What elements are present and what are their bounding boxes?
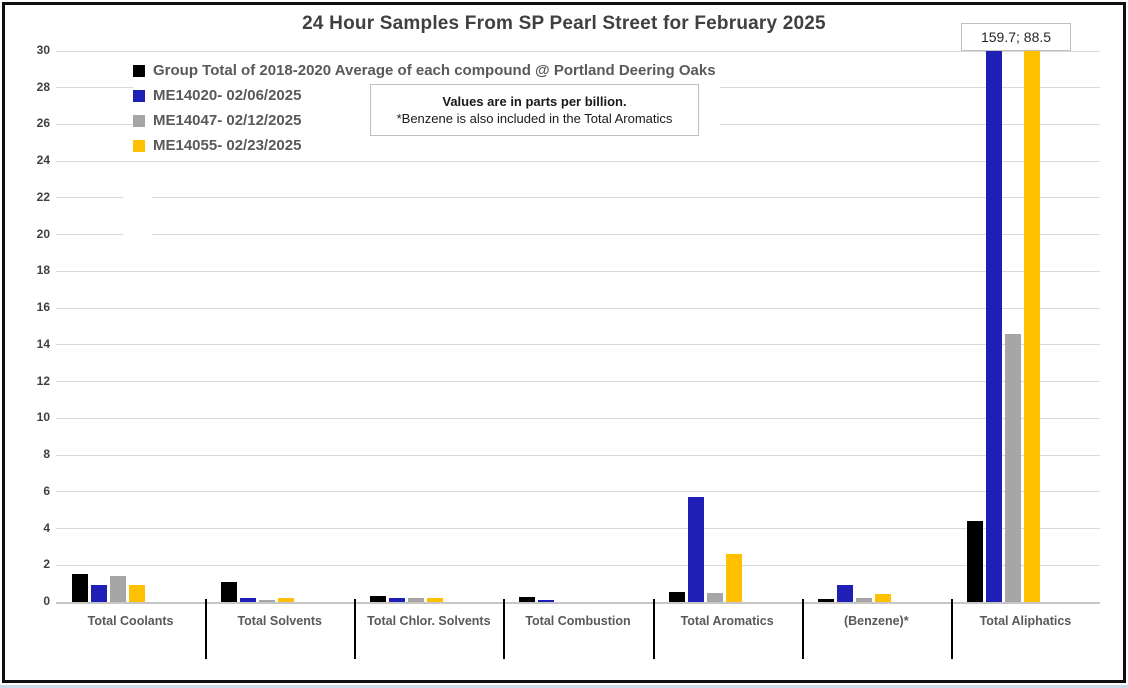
y-axis-tick-label: 20 bbox=[36, 226, 50, 241]
category-label: Total Chlor. Solvents bbox=[367, 614, 491, 628]
category-divider bbox=[354, 599, 357, 659]
y-axis-tick-label: 30 bbox=[36, 43, 50, 57]
bar bbox=[706, 592, 723, 602]
bar bbox=[725, 554, 742, 602]
legend-swatch bbox=[133, 89, 145, 102]
y-axis-tick-label: 28 bbox=[36, 79, 50, 94]
bar bbox=[538, 600, 555, 602]
bar bbox=[278, 598, 295, 602]
y-axis-tick-label: 8 bbox=[43, 447, 50, 462]
gridline bbox=[56, 234, 1100, 236]
gridline bbox=[56, 307, 1100, 309]
bar bbox=[985, 49, 1002, 602]
category-divider bbox=[801, 599, 804, 659]
bar bbox=[519, 597, 536, 602]
gridline bbox=[56, 454, 1100, 456]
bar bbox=[687, 497, 704, 602]
bar bbox=[389, 598, 406, 602]
category-divider bbox=[652, 599, 655, 659]
bar bbox=[836, 585, 853, 602]
category-label: Total Solvents bbox=[237, 614, 322, 628]
gridline bbox=[56, 50, 1100, 52]
legend-swatch bbox=[133, 64, 145, 77]
y-axis-tick-label: 24 bbox=[36, 153, 50, 168]
y-axis-tick-label: 18 bbox=[36, 263, 50, 278]
legend-swatch bbox=[133, 114, 145, 127]
y-axis-tick-label: 0 bbox=[43, 594, 50, 608]
category-label: Total Coolants bbox=[87, 614, 174, 628]
window-bottom-edge bbox=[0, 685, 1128, 688]
bar bbox=[240, 598, 257, 602]
y-axis-tick-label: 26 bbox=[36, 116, 50, 131]
gridline bbox=[56, 270, 1100, 272]
legend-item-label: Group Total of 2018-2020 Average of each… bbox=[153, 62, 716, 79]
bar bbox=[72, 574, 88, 602]
values-note-box: Values are in parts per billion. *Benzen… bbox=[370, 84, 699, 136]
category-divider bbox=[503, 599, 506, 659]
legend-item-label: ME14055- 02/23/2025 bbox=[153, 137, 302, 154]
category-label: Total Combustion bbox=[525, 614, 631, 628]
values-note-body: *Benzene is also included in the Total A… bbox=[396, 111, 673, 126]
bar bbox=[668, 591, 685, 602]
category-divider bbox=[205, 599, 208, 659]
bar bbox=[817, 599, 834, 602]
y-axis-tick-label: 22 bbox=[36, 189, 50, 204]
legend-item: ME14055- 02/23/2025 bbox=[133, 133, 716, 158]
gridline bbox=[56, 417, 1100, 419]
bar bbox=[1004, 333, 1021, 602]
blank-textbox-overlay bbox=[123, 188, 152, 248]
bar bbox=[110, 576, 126, 602]
y-axis-tick-label: 16 bbox=[36, 300, 50, 315]
category-label: Total Aliphatics bbox=[979, 614, 1072, 628]
gridline bbox=[56, 528, 1100, 530]
chart-title: 24 Hour Samples From SP Pearl Street for… bbox=[302, 13, 826, 34]
gridline bbox=[56, 381, 1100, 383]
legend-item: ME14047- 02/12/2025 bbox=[133, 108, 716, 133]
bar bbox=[1023, 49, 1040, 602]
category-label: (Benzene)* bbox=[843, 614, 909, 628]
legend-item: Group Total of 2018-2020 Average of each… bbox=[133, 58, 716, 83]
bar bbox=[855, 598, 872, 602]
x-axis-line bbox=[56, 601, 1100, 604]
chart-area: 24 Hour Samples From SP Pearl Street for… bbox=[5, 5, 1123, 680]
y-axis-tick-label: 12 bbox=[36, 373, 50, 388]
gridline bbox=[56, 564, 1100, 566]
category-label: Total Aromatics bbox=[680, 614, 774, 628]
bar bbox=[129, 584, 145, 602]
legend-item: ME14020- 02/06/2025 bbox=[133, 83, 716, 108]
bar bbox=[91, 585, 107, 602]
bar bbox=[966, 521, 983, 602]
bar bbox=[427, 598, 444, 602]
y-axis-tick-label: 10 bbox=[36, 410, 50, 425]
gridline bbox=[56, 197, 1100, 199]
values-note-title: Values are in parts per billion. bbox=[442, 94, 627, 109]
bar bbox=[408, 598, 425, 602]
y-axis-tick-label: 2 bbox=[43, 557, 50, 572]
gridline bbox=[56, 344, 1100, 346]
y-axis-tick-label: 4 bbox=[43, 520, 50, 535]
y-axis-tick-label: 6 bbox=[43, 483, 50, 498]
bar bbox=[259, 600, 276, 602]
legend-swatch bbox=[133, 139, 145, 152]
bar bbox=[874, 593, 891, 602]
gridline bbox=[56, 491, 1100, 493]
category-divider bbox=[950, 599, 953, 659]
bar bbox=[370, 595, 387, 602]
y-axis-tick-label: 14 bbox=[36, 336, 50, 351]
offscale-values-label: 159.7; 88.5 bbox=[961, 23, 1071, 51]
bar bbox=[221, 581, 238, 602]
legend-item-label: ME14047- 02/12/2025 bbox=[153, 112, 302, 129]
legend-item-label: ME14020- 02/06/2025 bbox=[153, 87, 302, 104]
gridline bbox=[56, 160, 1100, 162]
